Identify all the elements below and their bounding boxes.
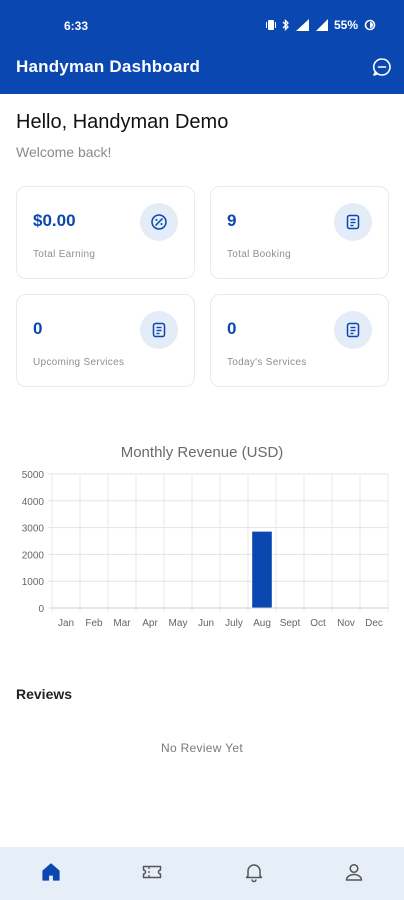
todays-services-label: Today's Services: [227, 357, 307, 368]
nav-home[interactable]: [38, 859, 64, 885]
no-review-text: No Review Yet: [161, 741, 243, 755]
document-icon: [334, 311, 372, 349]
x-tick-label: Apr: [142, 618, 158, 629]
bottom-nav: [0, 847, 404, 900]
upcoming-services-label: Upcoming Services: [33, 357, 125, 368]
document-icon: [140, 311, 178, 349]
y-tick-label: 1000: [22, 577, 45, 588]
cell-signal-icon: [315, 19, 328, 31]
bell-icon: [245, 864, 263, 883]
upcoming-services-card[interactable]: 0 Upcoming Services: [16, 294, 195, 387]
earning-icon: [140, 203, 178, 241]
todays-services-value: 0: [227, 319, 237, 338]
x-tick-label: Feb: [85, 618, 103, 629]
x-tick-label: Jan: [58, 618, 74, 629]
status-icons: 55%: [265, 18, 376, 32]
chart-title: Monthly Revenue (USD): [120, 444, 284, 461]
x-tick-label: Dec: [365, 618, 383, 629]
x-tick-label: July: [225, 618, 243, 629]
nav-notifications[interactable]: [241, 859, 267, 885]
page-title: Handyman Dashboard: [16, 57, 201, 76]
x-tick-label: Aug: [253, 618, 271, 629]
bluetooth-icon: [282, 19, 289, 31]
y-tick-label: 0: [38, 604, 44, 615]
x-tick-label: May: [169, 618, 188, 629]
chat-bubble-icon: [372, 58, 391, 76]
nav-bookings[interactable]: [139, 859, 165, 885]
todays-services-card[interactable]: 0 Today's Services: [210, 294, 389, 387]
total-earning-label: Total Earning: [33, 249, 96, 260]
vibrate-icon: [265, 20, 276, 30]
total-booking-label: Total Booking: [227, 249, 291, 260]
reviews-heading: Reviews: [16, 686, 73, 702]
chat-button[interactable]: [371, 56, 393, 78]
revenue-bar-aug[interactable]: [252, 531, 272, 608]
app-bar: Handyman Dashboard: [0, 48, 404, 94]
y-tick-label: 4000: [22, 497, 45, 508]
document-icon: [334, 203, 372, 241]
ticket-icon: [142, 865, 162, 879]
upcoming-services-value: 0: [33, 319, 43, 338]
x-tick-label: Nov: [337, 618, 355, 629]
x-tick-label: Mar: [113, 618, 131, 629]
total-booking-value: 9: [227, 211, 237, 230]
x-tick-label: Jun: [198, 618, 214, 629]
total-earning-card[interactable]: $0.00 Total Earning: [16, 186, 195, 279]
x-tick-label: Sept: [280, 618, 301, 629]
y-tick-label: 5000: [22, 470, 45, 481]
x-tick-label: Oct: [310, 618, 326, 629]
status-time: 6:33: [64, 19, 89, 33]
battery-saver-icon: [364, 19, 376, 31]
battery-percent: 55%: [333, 18, 358, 32]
welcome-text: Welcome back!: [16, 144, 112, 160]
home-icon: [42, 863, 60, 881]
profile-icon: [345, 863, 363, 881]
monthly-revenue-chart: 0 1000 2000 3000 4000 5000 Jan Feb Mar Apr May Jun J…: [22, 470, 389, 629]
nav-profile[interactable]: [341, 859, 367, 885]
status-bar: 6:33 55%: [0, 0, 404, 48]
total-earning-value: $0.00: [33, 211, 76, 230]
greeting-text: Hello, Handyman Demo: [16, 111, 229, 133]
wifi-signal-icon: [295, 19, 309, 31]
total-booking-card[interactable]: 9 Total Booking: [210, 186, 389, 279]
y-tick-label: 3000: [22, 524, 45, 535]
y-tick-label: 2000: [22, 550, 45, 561]
